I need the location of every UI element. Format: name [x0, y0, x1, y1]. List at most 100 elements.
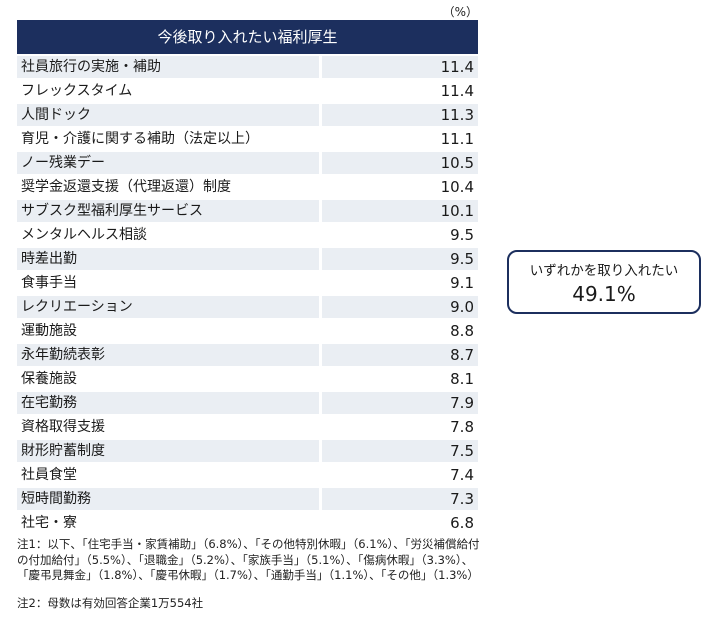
row-label-cell: 育児・介護に関する補助（法定以上）: [17, 128, 319, 150]
table-row: 在宅勤務 7.9: [17, 391, 478, 415]
row-value-cell: 9.0: [322, 295, 478, 319]
table-row: サブスク型福利厚生サービス 10.1: [17, 199, 478, 223]
row-value: 8.8: [450, 321, 474, 340]
welfare-table: 社員旅行の実施・補助 11.4 フレックスタイム 11.4 人間ドック 11.3 育児・介護…: [17, 56, 478, 536]
note-1-line-2: の付加給付」（5.5%）、「退職金」（5.2%）、「家族手当」（5.1%）、「傷…: [17, 552, 474, 567]
row-value-cell: 7.8: [322, 416, 478, 438]
table-row: 社員旅行の実施・補助 11.4: [17, 56, 478, 79]
row-label: 社宅・寮: [21, 514, 77, 531]
row-value: 11.4: [440, 81, 474, 100]
row-value-cell: 6.8: [322, 512, 478, 534]
row-label-cell: メンタルヘルス相談: [17, 224, 319, 246]
row-value-cell: 10.1: [322, 199, 478, 223]
row-label-cell: 社員食堂: [17, 464, 319, 486]
row-value: 9.5: [450, 249, 474, 268]
row-value-cell: 11.3: [322, 103, 478, 127]
row-label: 短時間勤務: [21, 490, 91, 507]
row-value: 8.1: [450, 369, 474, 388]
row-value: 10.5: [440, 153, 474, 172]
table-row: フレックスタイム 11.4: [17, 80, 478, 102]
row-label: サブスク型福利厚生サービス: [21, 202, 203, 219]
row-value-cell: 8.7: [322, 343, 478, 367]
table-row: 社宅・寮 6.8: [17, 512, 478, 534]
table-row: 奨学金返還支援（代理返還）制度 10.4: [17, 176, 478, 198]
table-row: ノー残業デー 10.5: [17, 151, 478, 175]
row-label-cell: 短時間勤務: [17, 487, 319, 511]
row-label-cell: 食事手当: [17, 272, 319, 294]
row-label: 資格取得支援: [21, 418, 105, 435]
row-value: 7.3: [450, 489, 474, 508]
row-value: 9.0: [450, 297, 474, 316]
row-label-cell: フレックスタイム: [17, 80, 319, 102]
unit-label: （%）: [442, 5, 478, 19]
row-value-cell: 7.9: [322, 391, 478, 415]
row-label: 社員旅行の実施・補助: [21, 59, 161, 75]
table-header: 今後取り入れたい福利厚生: [17, 20, 478, 54]
row-label-cell: レクリエーション: [17, 295, 319, 319]
row-label-cell: ノー残業デー: [17, 151, 319, 175]
row-value: 7.5: [450, 441, 474, 460]
note-2: 注2：母数は有効回答企業1万554社: [17, 596, 204, 610]
row-label: 時差出勤: [21, 250, 77, 267]
row-label-cell: 時差出勤: [17, 247, 319, 271]
row-value: 9.1: [450, 273, 474, 292]
table-row: 時差出勤 9.5: [17, 247, 478, 271]
row-label-cell: 永年勤続表彰: [17, 343, 319, 367]
row-label: ノー残業デー: [21, 154, 105, 171]
row-value-cell: 11.4: [322, 56, 478, 79]
row-value: 11.4: [440, 58, 474, 76]
row-value: 7.8: [450, 417, 474, 436]
row-label-cell: 社宅・寮: [17, 512, 319, 534]
row-value: 9.5: [450, 225, 474, 244]
row-label-cell: 運動施設: [17, 320, 319, 342]
row-label: 育児・介護に関する補助（法定以上）: [21, 130, 259, 147]
row-value: 8.7: [450, 345, 474, 364]
row-value: 10.4: [440, 177, 474, 196]
row-label-cell: サブスク型福利厚生サービス: [17, 199, 319, 223]
row-label-cell: 在宅勤務: [17, 391, 319, 415]
row-label: 運動施設: [21, 322, 77, 339]
row-value: 7.4: [450, 465, 474, 484]
summary-callout: いずれかを取り入れたい 49.1%: [507, 250, 701, 314]
row-label-cell: 財形貯蓄制度: [17, 439, 319, 463]
row-label-cell: 保養施設: [17, 368, 319, 390]
table-row: 社員食堂 7.4: [17, 464, 478, 486]
table-row: 人間ドック 11.3: [17, 103, 478, 127]
table-row: 育児・介護に関する補助（法定以上） 11.1: [17, 128, 478, 150]
row-value-cell: 7.4: [322, 464, 478, 486]
row-label: 財形貯蓄制度: [21, 442, 105, 459]
row-label-cell: 奨学金返還支援（代理返還）制度: [17, 176, 319, 198]
row-value-cell: 8.8: [322, 320, 478, 342]
table-row: 食事手当 9.1: [17, 272, 478, 294]
row-label: 奨学金返還支援（代理返還）制度: [21, 178, 231, 195]
row-value-cell: 10.4: [322, 176, 478, 198]
row-value: 6.8: [450, 513, 474, 532]
table-row: 財形貯蓄制度 7.5: [17, 439, 478, 463]
row-value: 10.1: [440, 201, 474, 220]
row-value: 11.1: [440, 129, 474, 148]
note-1: 注1：以下、「住宅手当・家賃補助」（6.8%）、「その他特別休暇」（6.1%）、…: [17, 537, 537, 584]
row-label: フレックスタイム: [21, 82, 133, 99]
row-label-cell: 社員旅行の実施・補助: [17, 56, 319, 79]
row-value: 7.9: [450, 393, 474, 412]
row-label: 社員食堂: [21, 466, 77, 483]
row-value: 11.3: [440, 105, 474, 124]
row-label: 永年勤続表彰: [21, 346, 105, 363]
row-label: 食事手当: [21, 274, 77, 291]
table-row: 永年勤続表彰 8.7: [17, 343, 478, 367]
table-row: 資格取得支援 7.8: [17, 416, 478, 438]
row-value-cell: 11.1: [322, 128, 478, 150]
row-label-cell: 資格取得支援: [17, 416, 319, 438]
row-label: 保養施設: [21, 370, 77, 387]
row-value-cell: 8.1: [322, 368, 478, 390]
row-value-cell: 10.5: [322, 151, 478, 175]
table-row: 保養施設 8.1: [17, 368, 478, 390]
row-label: 人間ドック: [21, 106, 91, 123]
row-value-cell: 9.1: [322, 272, 478, 294]
table-row: レクリエーション 9.0: [17, 295, 478, 319]
table-row: 運動施設 8.8: [17, 320, 478, 342]
row-value-cell: 9.5: [322, 224, 478, 246]
note-1-line-3: 「慶弔見舞金」（1.8%）、「慶弔休暇」（1.7%）、「通勤手当」（1.1%）、…: [17, 568, 479, 582]
row-label: レクリエーション: [21, 298, 133, 315]
callout-value: 49.1%: [572, 282, 636, 306]
